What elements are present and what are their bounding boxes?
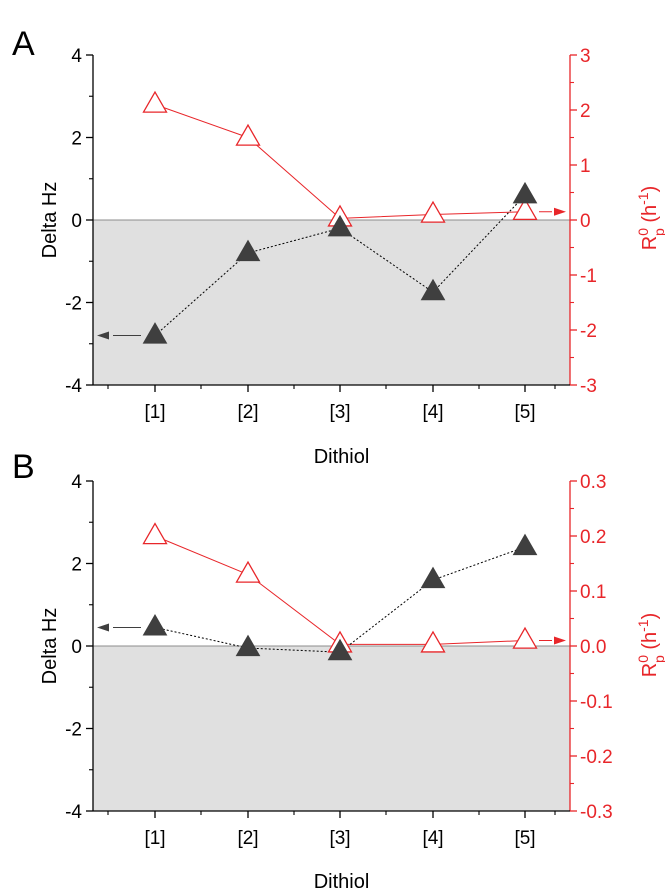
panel-label: A <box>12 25 35 63</box>
y-tick-label: -4 <box>65 376 82 397</box>
y2-tick-label: -0.3 <box>580 802 613 823</box>
y2-tick-label: 0.0 <box>580 637 606 658</box>
delta-point <box>327 638 353 661</box>
y2-title-unit_open: (h <box>639 632 661 655</box>
rate-series-line <box>154 535 526 645</box>
rate-point <box>512 198 538 220</box>
y2-tick-label: 1 <box>580 156 591 177</box>
y2-title-base: R <box>639 663 661 677</box>
rate-point <box>235 560 261 583</box>
left-axis-arrow-head <box>97 331 109 340</box>
right-axis-arrow-head <box>554 636 566 645</box>
rate-point <box>420 630 446 653</box>
rate-point <box>235 123 261 146</box>
y2-title-base: R <box>639 236 661 250</box>
y2-title-sup: 0 <box>635 655 651 663</box>
y2-tick-label: 3 <box>580 46 591 67</box>
y2-title-unit_sup: -1 <box>635 192 651 205</box>
delta-series-line <box>154 546 526 653</box>
negative-region-shade <box>93 646 570 811</box>
y-axis-title: Delta Hz <box>39 182 61 259</box>
y-tick-label: 4 <box>71 472 82 493</box>
delta-point <box>235 239 261 262</box>
y2-title-unit_close: ) <box>639 186 661 193</box>
y-tick-label: -4 <box>65 802 82 823</box>
delta-point <box>512 181 538 204</box>
y-axis-title: Delta Hz <box>39 608 61 685</box>
delta-point <box>142 614 168 636</box>
y2-title-unit_sup: -1 <box>635 619 651 632</box>
delta-point <box>420 278 446 301</box>
delta-point <box>327 214 353 237</box>
x-tick-label: [1] <box>144 828 165 849</box>
rate-point <box>512 626 538 649</box>
x-tick-label: [5] <box>514 402 535 423</box>
panel-label: B <box>12 448 35 486</box>
y-tick-label: 0 <box>71 637 82 658</box>
rate-series-line <box>154 104 526 219</box>
y2-title-unit_close: ) <box>639 613 661 620</box>
y-tick-label: 2 <box>71 129 82 150</box>
y2-tick-label: 2 <box>580 101 591 122</box>
x-tick-label: [1] <box>144 402 165 423</box>
right-axis-arrow-head <box>554 207 566 216</box>
delta-point <box>420 566 446 589</box>
y2-tick-label: -1 <box>580 266 597 287</box>
y-tick-label: 4 <box>71 46 82 67</box>
y2-tick-label: -2 <box>580 321 597 342</box>
rate-point <box>142 522 168 545</box>
delta-series-line <box>154 194 526 336</box>
y2-title-sub: p <box>651 655 665 663</box>
y2-tick-label: -0.2 <box>580 747 613 768</box>
y2-tick-label: 0 <box>580 211 591 232</box>
x-tick-label: [3] <box>329 828 350 849</box>
x-axis-title: Dithiol <box>314 446 370 468</box>
y2-axis-title: R0p (h-1) <box>635 613 665 678</box>
x-tick-label: [2] <box>237 402 258 423</box>
delta-point <box>142 322 168 344</box>
y2-tick-label: -3 <box>580 376 597 397</box>
rate-point <box>420 200 446 223</box>
y2-tick-label: 0.3 <box>580 472 606 493</box>
delta-point <box>235 634 261 657</box>
y2-tick-label: -0.1 <box>580 692 613 713</box>
y2-title-sub: p <box>651 228 665 236</box>
negative-region-shade <box>93 220 570 385</box>
x-tick-label: [4] <box>422 402 443 423</box>
x-tick-label: [5] <box>514 828 535 849</box>
delta-point <box>512 533 538 556</box>
chart-panel-b: -4 -2 0 2 4 -0.3 -0.2 -0.1 0.0 0.1 0.2 0.3 [1] [2] [3]… <box>12 448 665 893</box>
y2-title-sup: 0 <box>635 228 651 236</box>
y2-title-unit_open: (h <box>639 205 661 228</box>
x-axis-title: Dithiol <box>314 871 370 890</box>
y2-axis-title: R0p (h-1) <box>635 186 665 251</box>
y2-tick-label: 0.2 <box>580 527 606 548</box>
x-tick-label: [2] <box>237 828 258 849</box>
y-tick-label: -2 <box>65 720 82 741</box>
y-tick-label: 2 <box>71 555 82 576</box>
y-tick-label: 0 <box>71 211 82 232</box>
y-tick-label: -2 <box>65 294 82 315</box>
y2-tick-label: 0.1 <box>580 582 606 603</box>
chart-panel-a: -4 -2 0 2 4 -3 -2 -1 0 1 2 3 [1] [2] [3] [4] [5] Dithiol D… <box>12 25 665 468</box>
x-tick-label: [4] <box>422 828 443 849</box>
left-axis-arrow-head <box>97 623 109 632</box>
rate-point <box>142 90 168 113</box>
x-tick-label: [3] <box>329 402 350 423</box>
